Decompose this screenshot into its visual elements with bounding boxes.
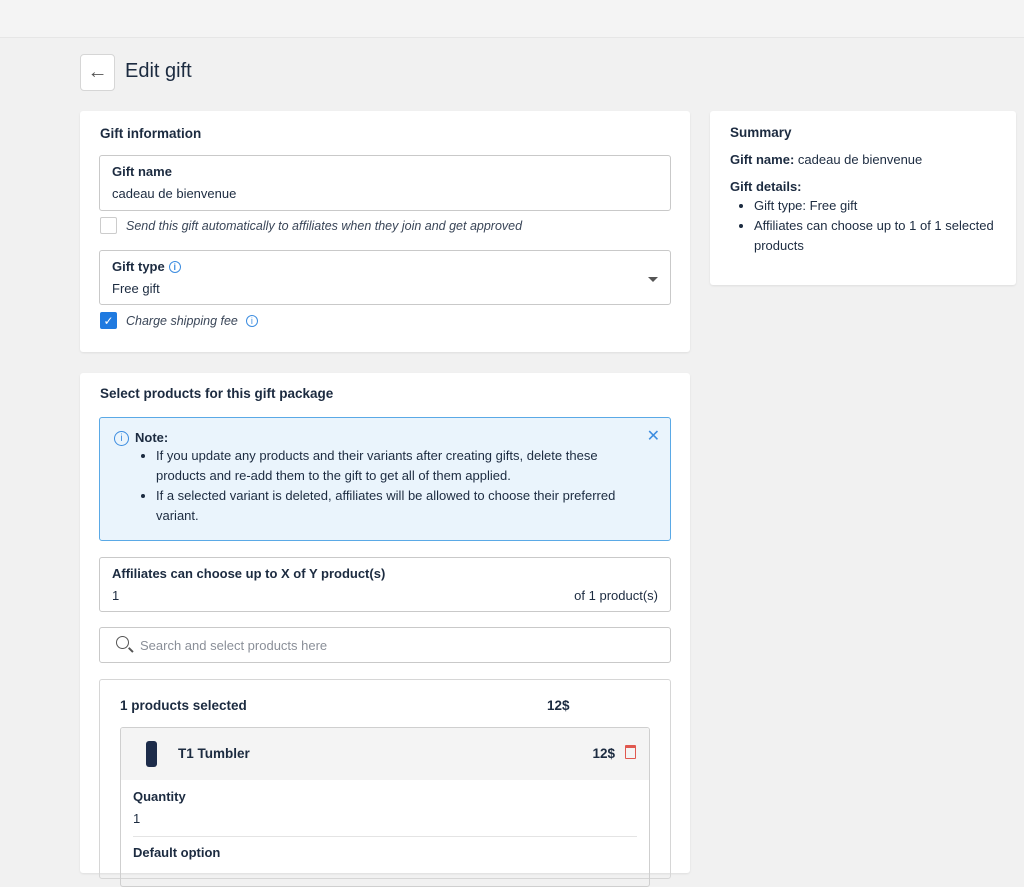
- search-icon-handle: [128, 647, 134, 653]
- close-icon[interactable]: ✕: [646, 428, 660, 445]
- gift-name-field[interactable]: Gift name cadeau de bienvenue: [99, 155, 671, 211]
- top-bar: [0, 0, 1024, 38]
- summary-detail: Gift type: Free gift: [754, 196, 996, 216]
- note-box: i Note: If you update any products and th…: [99, 417, 671, 541]
- search-placeholder: Search and select products here: [140, 638, 328, 653]
- page-title: Edit gift: [125, 60, 192, 82]
- product-search-input[interactable]: Search and select products here: [99, 627, 671, 663]
- gift-type-value: Free gift: [112, 281, 160, 296]
- summary-name-value: cadeau de bienvenue: [797, 152, 923, 167]
- trash-icon[interactable]: [625, 745, 636, 759]
- selected-count: 1 products selected: [120, 698, 247, 713]
- gift-name-label: Gift name: [112, 164, 172, 179]
- selected-total: 12$: [547, 698, 570, 713]
- note-item: If a selected variant is deleted, affili…: [156, 486, 644, 526]
- gift-type-select[interactable]: Gift type i Free gift: [99, 250, 671, 305]
- arrow-left-icon: ←: [87, 61, 108, 83]
- info-icon: i: [114, 431, 129, 446]
- choose-count-input[interactable]: 1: [112, 588, 120, 603]
- product-price: 12$: [592, 746, 615, 761]
- summary-name-label: Gift name:: [730, 152, 795, 167]
- gift-information-card: Gift information Gift name cadeau de bie…: [80, 111, 690, 352]
- selected-products-panel: 1 products selected 12$ T1 Tumbler 12$ Q…: [99, 679, 671, 887]
- charge-shipping-checkbox[interactable]: ✓: [100, 312, 117, 329]
- summary-heading: Summary: [730, 125, 792, 140]
- caret-down-icon: [648, 277, 658, 282]
- gift-name-input[interactable]: cadeau de bienvenue: [112, 186, 237, 201]
- search-icon: [116, 636, 129, 649]
- note-item: If you update any products and their var…: [156, 446, 644, 486]
- card-heading: Gift information: [100, 126, 202, 141]
- back-button[interactable]: ←: [80, 54, 115, 91]
- note-title: Note:: [135, 430, 169, 445]
- choose-count-field[interactable]: Affiliates can choose up to X of Y produ…: [99, 557, 671, 612]
- summary-details-label: Gift details:: [730, 179, 802, 194]
- info-icon[interactable]: i: [168, 261, 181, 273]
- choose-count-suffix: of 1 product(s): [574, 588, 658, 603]
- gift-type-label: Gift type: [112, 259, 165, 274]
- quantity-input[interactable]: 1: [133, 811, 637, 837]
- summary-card: Summary Gift name: cadeau de bienvenue G…: [710, 111, 1016, 285]
- choose-count-label: Affiliates can choose up to X of Y produ…: [112, 566, 386, 581]
- summary-detail: Affiliates can choose up to 1 of 1 selec…: [754, 216, 996, 256]
- card-heading: Select products for this gift package: [100, 386, 334, 401]
- auto-send-label: Send this gift automatically to affiliat…: [126, 219, 523, 233]
- product-item: T1 Tumbler 12$ Quantity 1 Default option: [120, 727, 650, 887]
- product-thumbnail: [146, 741, 157, 767]
- default-option-label: Default option: [133, 845, 221, 860]
- charge-shipping-label: Charge shipping fee: [126, 314, 238, 328]
- auto-send-checkbox[interactable]: [100, 217, 117, 234]
- quantity-label: Quantity: [133, 789, 186, 804]
- product-name: T1 Tumbler: [178, 746, 250, 761]
- info-icon[interactable]: i: [245, 315, 258, 327]
